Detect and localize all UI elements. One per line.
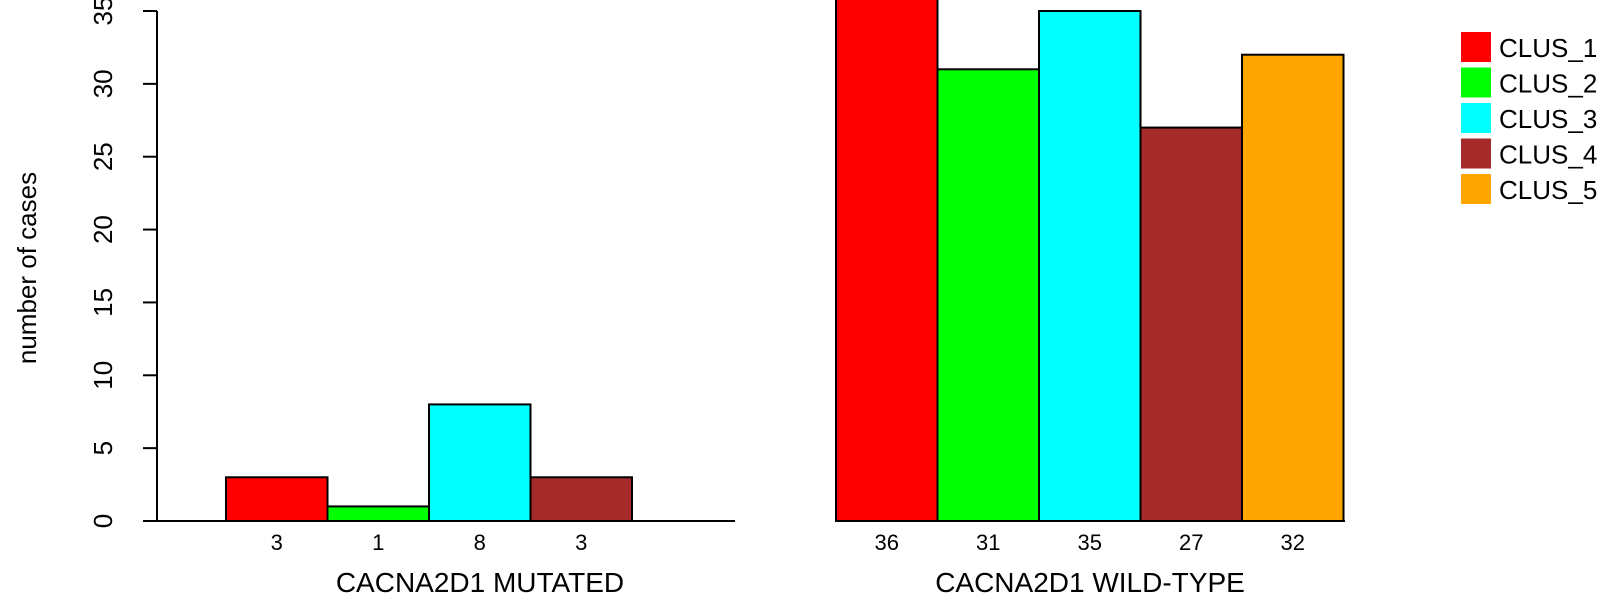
- bar: [225, 476, 329, 522]
- bar-count-label: 36: [875, 530, 899, 555]
- y-tick-label: 25: [88, 142, 118, 171]
- bar-count-label: 32: [1281, 530, 1305, 555]
- bar: [835, 0, 939, 522]
- bars-wild-type: 36 31 35 27 32: [835, 0, 1345, 555]
- legend-swatch: [1461, 67, 1491, 98]
- bar: [936, 68, 1040, 523]
- bar-count-label: 27: [1179, 530, 1203, 555]
- bar: [1241, 53, 1345, 522]
- bar: [1038, 10, 1142, 522]
- group-label-wild-type: CACNA2D1 WILD-TYPE: [935, 567, 1245, 598]
- y-tick-label: 15: [88, 288, 118, 317]
- y-tick-label: 10: [88, 361, 118, 390]
- bar: [1139, 126, 1243, 522]
- panel-mutated: 3 1 8 3 CACNA2D1 MUTATED: [157, 403, 735, 598]
- y-tick-label: 30: [88, 69, 118, 98]
- group-label-mutated: CACNA2D1 MUTATED: [336, 567, 624, 598]
- y-tick-label: 35: [88, 0, 118, 25]
- y-axis-label: number of cases: [12, 172, 42, 364]
- legend: CLUS_1 CLUS_2 CLUS_3 CLUS_4 CLUS_5: [1461, 32, 1597, 205]
- legend-swatch: [1461, 32, 1491, 62]
- bar-count-label: 31: [976, 530, 1000, 555]
- legend-label: CLUS_2: [1499, 69, 1597, 99]
- legend-swatch: [1461, 138, 1491, 169]
- legend-swatch: [1461, 103, 1491, 133]
- bar-count-label: 8: [474, 530, 486, 555]
- y-tick-label: 5: [88, 441, 118, 455]
- y-tick-label: 20: [88, 215, 118, 244]
- legend-label: CLUS_1: [1499, 33, 1597, 63]
- bar: [326, 505, 430, 522]
- y-axis: 0 5 10 15 20 25 30 35: [88, 0, 158, 528]
- y-tick-label: 0: [88, 514, 118, 528]
- bar: [529, 476, 633, 522]
- legend-swatch: [1461, 174, 1491, 204]
- panel-wild-type: 36 31 35 27 32 CACNA2D1 WILD-TYPE: [835, 0, 1345, 598]
- legend-label: CLUS_5: [1499, 175, 1597, 205]
- bars-mutated: 3 1 8 3: [225, 403, 633, 555]
- legend-label: CLUS_4: [1499, 140, 1597, 170]
- bar: [428, 403, 532, 522]
- bar-count-label: 35: [1078, 530, 1102, 555]
- bar-count-label: 1: [372, 530, 384, 555]
- legend-label: CLUS_3: [1499, 104, 1597, 134]
- bar-count-label: 3: [271, 530, 283, 555]
- bar-count-label: 3: [575, 530, 587, 555]
